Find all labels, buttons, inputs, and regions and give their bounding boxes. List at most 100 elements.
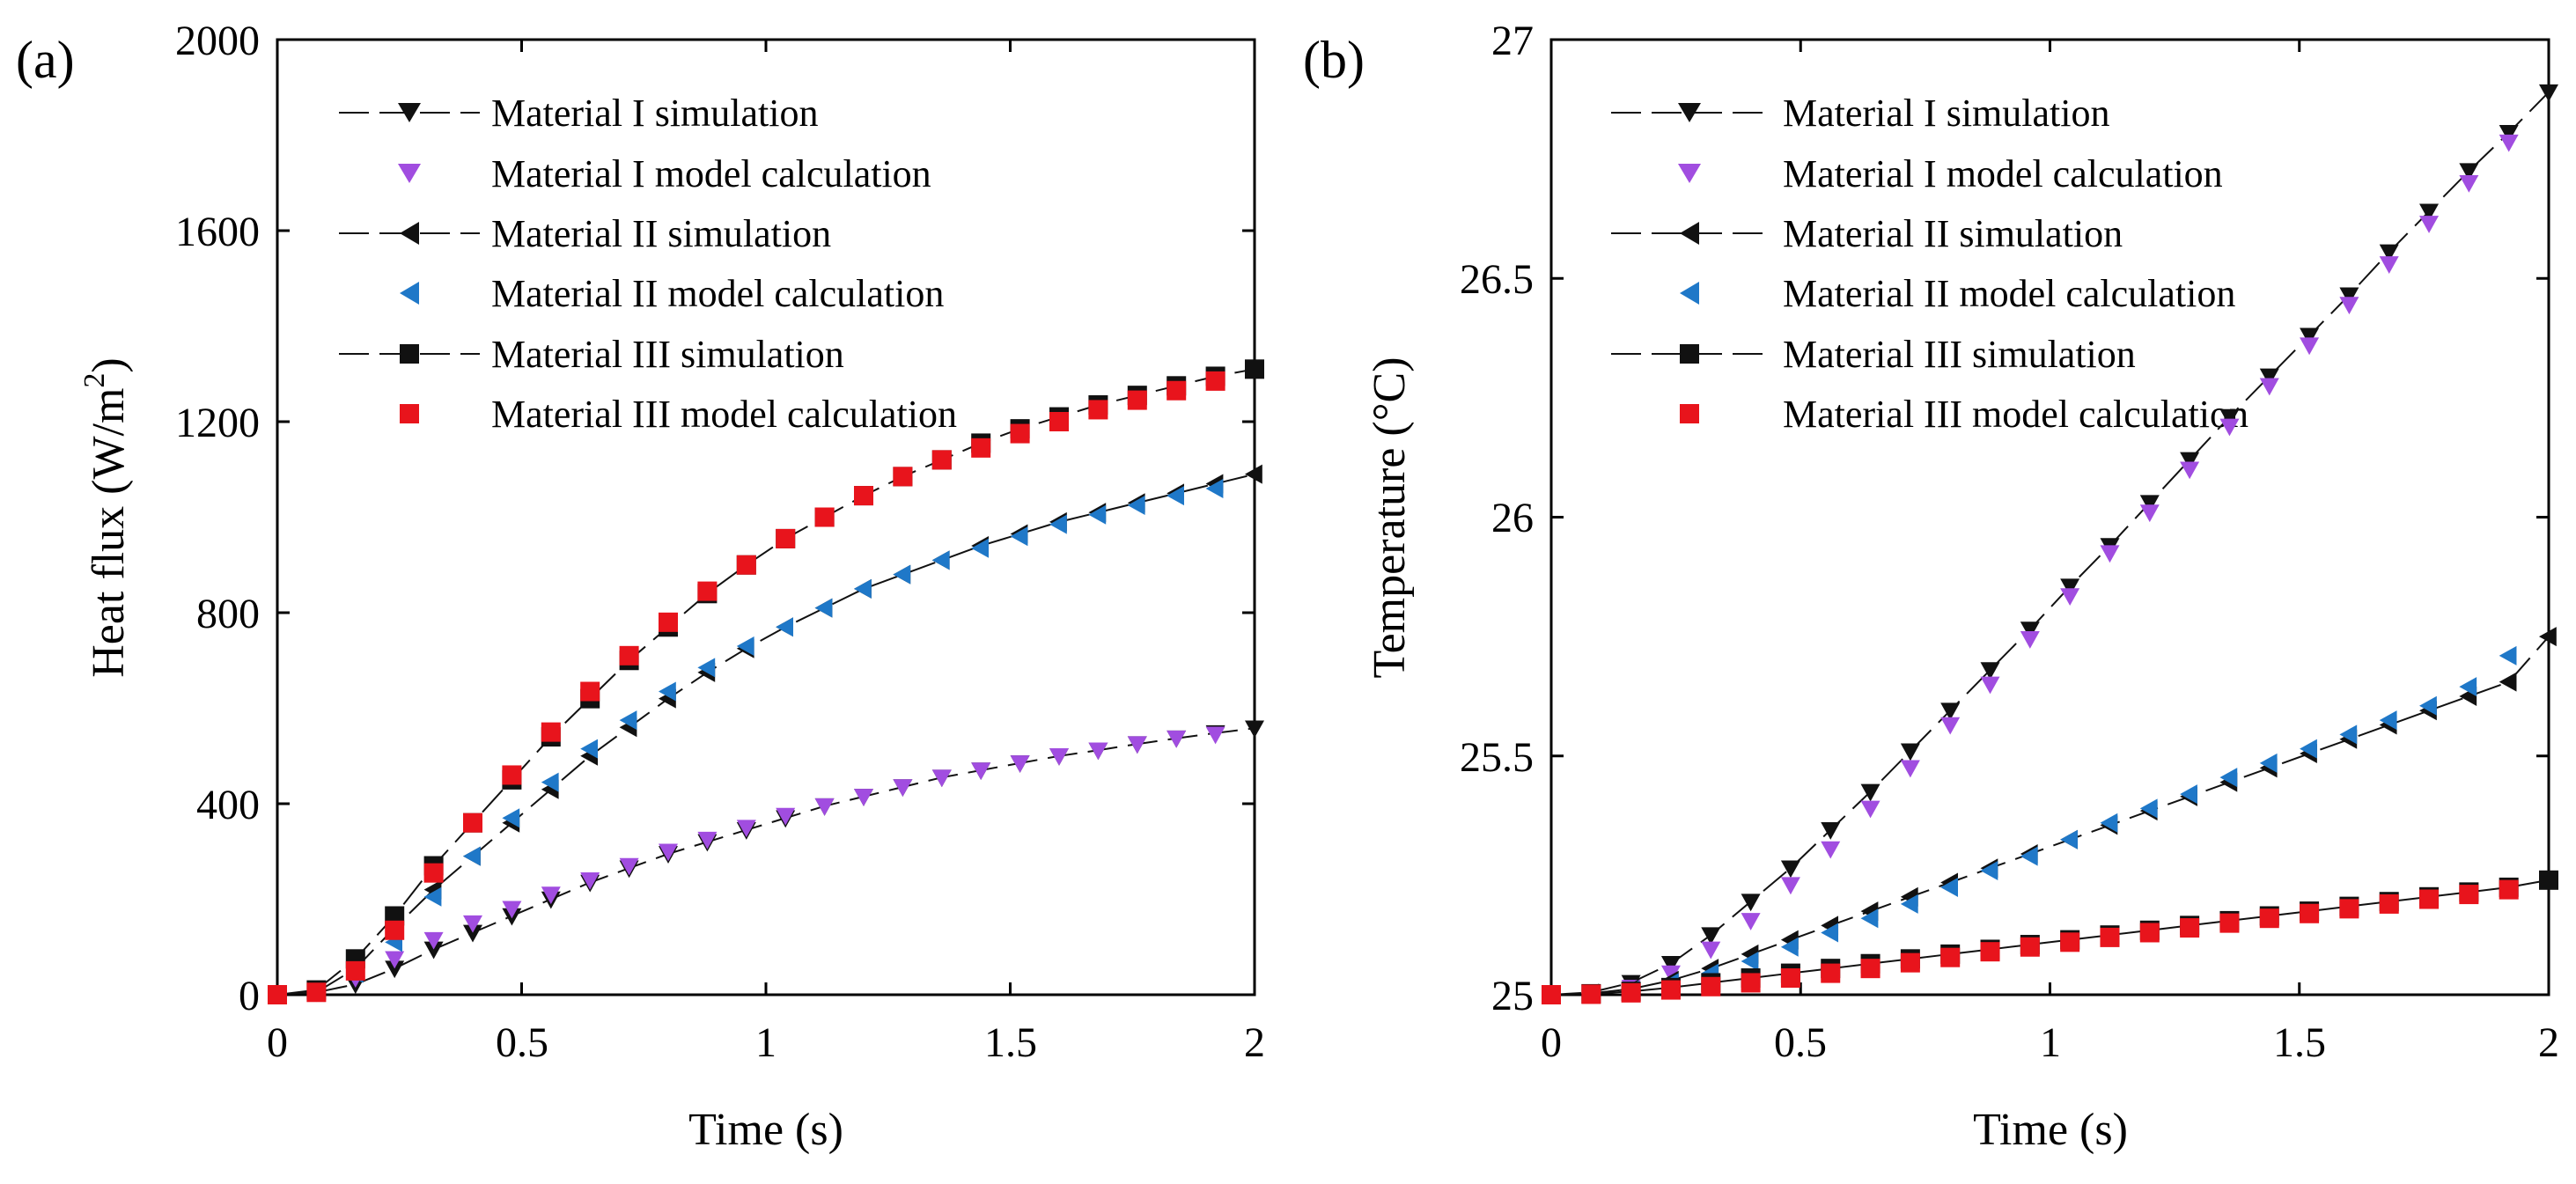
- data-point: [1542, 985, 1561, 1004]
- x-axis-label-b: Time (s): [1973, 1105, 2128, 1155]
- legend-label: Material I model calculation: [1783, 152, 2223, 195]
- legend-label: Material II simulation: [1783, 212, 2123, 255]
- x-axis-label-a: Time (s): [688, 1105, 843, 1155]
- data-point: [2180, 461, 2200, 480]
- data-point: [2339, 297, 2359, 315]
- legend-marker: [400, 404, 419, 423]
- data-point: [1821, 963, 1841, 983]
- data-point: [2339, 899, 2359, 919]
- series-line: [276, 727, 1255, 996]
- data-point: [268, 985, 287, 1004]
- data-point: [1088, 400, 1108, 420]
- legend-marker: [1680, 222, 1699, 245]
- x-tick-label: 0: [267, 1019, 288, 1066]
- data-point: [2259, 753, 2278, 773]
- data-point: [776, 617, 793, 637]
- y-axis-label-b: Temperature (°C): [1365, 357, 1415, 678]
- data-point: [2219, 768, 2238, 788]
- data-point: [2060, 932, 2080, 952]
- data-point: [2379, 894, 2399, 914]
- data-point: [502, 901, 522, 919]
- y-axis-label-tail: ): [84, 357, 134, 372]
- legend-entry: Material II model calculation: [1680, 272, 2235, 315]
- data-point: [659, 843, 678, 862]
- legend-marker: [1678, 103, 1701, 122]
- data-point: [736, 636, 754, 656]
- data-point: [1780, 937, 1799, 957]
- data-point: [2379, 710, 2397, 731]
- data-point: [2339, 724, 2358, 745]
- legend-label: Material I simulation: [1783, 92, 2109, 135]
- data-point: [1821, 822, 1841, 840]
- data-point: [1621, 982, 1641, 1003]
- legend-marker: [398, 164, 421, 183]
- data-point: [423, 863, 444, 883]
- data-point: [2379, 244, 2399, 262]
- data-point: [385, 960, 405, 979]
- data-point: [2300, 739, 2317, 759]
- data-point: [1940, 877, 1958, 897]
- data-point: [697, 831, 718, 849]
- data-point: [697, 581, 718, 601]
- data-point: [1010, 755, 1030, 773]
- x-tick-label: 0.5: [496, 1019, 548, 1066]
- data-point: [502, 808, 520, 828]
- data-point: [1049, 747, 1069, 766]
- data-point: [814, 507, 835, 527]
- data-point: [2180, 784, 2197, 805]
- data-point: [1900, 894, 1918, 914]
- data-point: [2339, 287, 2359, 305]
- y-tick-label: 1600: [175, 209, 260, 255]
- y-axis-label-a: Heat flux (W/m2): [78, 357, 134, 678]
- data-point: [2499, 672, 2517, 692]
- y-tick-labels-a: 0 400 800 1200 1600 2000: [175, 18, 260, 1019]
- data-point: [1741, 894, 1761, 912]
- legend-label: Material III model calculation: [1783, 393, 2248, 436]
- data-point: [1660, 965, 1681, 983]
- data-point: [1167, 730, 1187, 748]
- data-point: [2020, 621, 2040, 639]
- data-point: [1245, 720, 1264, 739]
- data-point: [619, 857, 639, 876]
- data-point: [306, 982, 327, 1003]
- legend-entry: Material II model calculation: [400, 272, 944, 315]
- data-point: [776, 528, 796, 548]
- y-tick-label: 25: [1491, 973, 1534, 1019]
- data-point: [1900, 760, 1920, 778]
- y-tick-label: 26.5: [1460, 256, 1534, 303]
- data-point: [1088, 504, 1107, 525]
- data-point: [2379, 256, 2399, 274]
- panel-label-b: (b): [1303, 31, 1365, 89]
- data-point: [1701, 927, 1721, 945]
- data-point: [1741, 952, 1759, 972]
- legend-entry: Material III model calculation: [1680, 393, 2248, 436]
- data-point: [2259, 378, 2279, 396]
- legend-label: Material III simulation: [491, 333, 844, 376]
- data-point: [2539, 870, 2558, 890]
- data-point: [971, 538, 989, 558]
- data-point: [2180, 452, 2200, 470]
- panel-b: (b) 0 0.5 1 1.5 2 25 25.5 26 26.5 27 Tim…: [1303, 18, 2559, 1155]
- data-point: [385, 951, 405, 969]
- x-tick-label: 2: [1244, 1019, 1265, 1066]
- data-point: [423, 886, 442, 907]
- legend-marker: [400, 222, 419, 245]
- data-point: [541, 772, 559, 792]
- data-point: [1900, 952, 1920, 973]
- data-point: [931, 769, 952, 788]
- y-axis-label-sup: 2: [78, 373, 111, 388]
- series: [268, 371, 1225, 1004]
- y-tick-label: 400: [196, 782, 260, 828]
- data-point: [463, 924, 482, 943]
- plot-area-a: [268, 38, 1264, 1004]
- data-point: [619, 710, 637, 731]
- data-point: [697, 658, 716, 678]
- data-point: [814, 798, 835, 816]
- series: [1542, 134, 2519, 1004]
- legend-b: Material I simulation Material I model c…: [1611, 92, 2248, 436]
- legend-entry: Material I model calculation: [398, 152, 931, 195]
- legend-label: Material II model calculation: [491, 272, 944, 315]
- data-point: [1581, 984, 1601, 1004]
- legend-label: Material II model calculation: [1783, 272, 2235, 315]
